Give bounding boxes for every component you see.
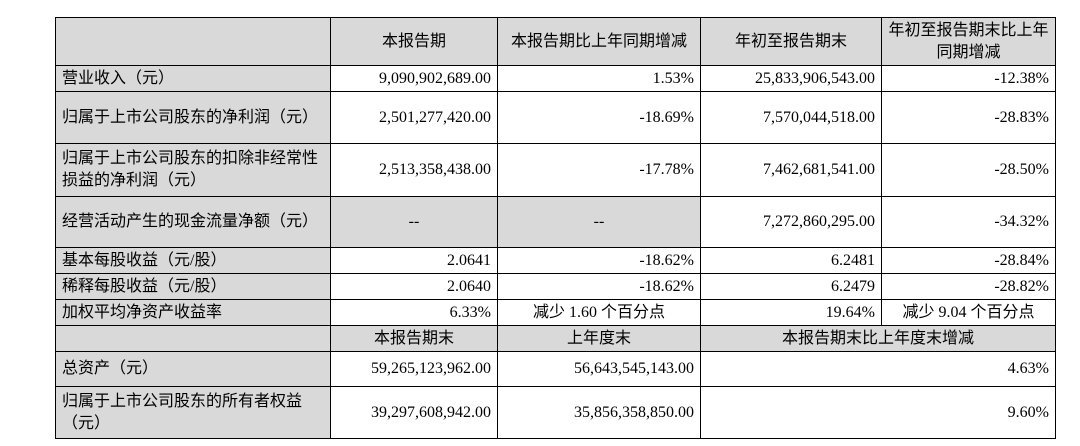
table-row-operating-cash-flow: 经营活动产生的现金流量净额（元） -- -- 7,272,860,295.00 … xyxy=(55,196,1056,248)
cell-current-value: -- xyxy=(330,196,498,248)
row-label: 总资产（元） xyxy=(55,351,331,387)
cell-current-value: 2,513,358,438.00 xyxy=(330,143,498,197)
row-label: 营业收入（元） xyxy=(55,65,331,92)
row-label: 加权平均净资产收益率 xyxy=(55,299,331,326)
cell-current-change: -18.62% xyxy=(497,247,701,274)
header-cell-prior-year-end: 上年度末 xyxy=(497,325,701,352)
header-cell-current-vs-prior-year: 本报告期比上年同期增减 xyxy=(497,17,701,66)
cell-ytd-value: 6.2481 xyxy=(700,247,882,274)
row-label: 归属于上市公司股东的所有者权益（元） xyxy=(55,386,331,439)
cell-period-end-value: 39,297,608,942.00 xyxy=(330,386,498,439)
cell-period-end-value: 59,265,123,962.00 xyxy=(330,351,498,387)
row-label: 稀释每股收益（元/股） xyxy=(55,273,331,300)
header-cell-ytd-vs-prior-year: 年初至报告期末比上年同期增减 xyxy=(881,17,1056,66)
cell-current-value: 9,090,902,689.00 xyxy=(330,65,498,92)
row-label: 基本每股收益（元/股） xyxy=(55,247,331,274)
cell-ytd-change: -34.32% xyxy=(881,196,1056,248)
cell-current-change: -17.78% xyxy=(497,143,701,197)
cell-ytd-change: -28.84% xyxy=(881,247,1056,274)
cell-ytd-value: 7,570,044,518.00 xyxy=(700,91,882,144)
cell-current-change: -18.69% xyxy=(497,91,701,144)
row-label: 归属于上市公司股东的净利润（元） xyxy=(55,91,331,144)
table-row-net-profit: 归属于上市公司股东的净利润（元） 2,501,277,420.00 -18.69… xyxy=(55,91,1056,144)
header-cell-empty xyxy=(55,17,331,66)
header-cell-period-end: 本报告期末 xyxy=(330,325,498,352)
cell-ytd-change: -28.50% xyxy=(881,143,1056,197)
cell-ytd-change: 减少 9.04 个百分点 xyxy=(881,299,1056,326)
cell-change-value: 4.63% xyxy=(700,351,1056,387)
cell-current-value: 2.0641 xyxy=(330,247,498,274)
table-row-total-assets: 总资产（元） 59,265,123,962.00 56,643,545,143.… xyxy=(55,351,1056,387)
table-row-operating-revenue: 营业收入（元） 9,090,902,689.00 1.53% 25,833,90… xyxy=(55,65,1056,92)
header-cell-year-to-date: 年初至报告期末 xyxy=(700,17,882,66)
table-row-owners-equity: 归属于上市公司股东的所有者权益（元） 39,297,608,942.00 35,… xyxy=(55,386,1056,439)
cell-prior-year-end-value: 35,856,358,850.00 xyxy=(497,386,701,439)
cell-ytd-change: -12.38% xyxy=(881,65,1056,92)
cell-current-value: 2.0640 xyxy=(330,273,498,300)
table-row-net-profit-excl-nonrecurring: 归属于上市公司股东的扣除非经常性损益的净利润（元） 2,513,358,438.… xyxy=(55,143,1056,197)
cell-current-change: -- xyxy=(497,196,701,248)
cell-current-change: 减少 1.60 个百分点 xyxy=(497,299,701,326)
header-cell-empty xyxy=(55,325,331,352)
table-row-basic-eps: 基本每股收益（元/股） 2.0641 -18.62% 6.2481 -28.84… xyxy=(55,247,1056,274)
cell-ytd-value: 7,462,681,541.00 xyxy=(700,143,882,197)
header-cell-end-vs-prior-year-end: 本报告期末比上年度末增减 xyxy=(700,325,1056,352)
cell-prior-year-end-value: 56,643,545,143.00 xyxy=(497,351,701,387)
header-cell-current-period: 本报告期 xyxy=(330,17,498,66)
cell-current-value: 6.33% xyxy=(330,299,498,326)
table-row-weighted-avg-roe: 加权平均净资产收益率 6.33% 减少 1.60 个百分点 19.64% 减少 … xyxy=(55,299,1056,326)
cell-ytd-value: 6.2479 xyxy=(700,273,882,300)
row-label: 经营活动产生的现金流量净额（元） xyxy=(55,196,331,248)
cell-change-value: 9.60% xyxy=(700,386,1056,439)
cell-ytd-value: 19.64% xyxy=(700,299,882,326)
cell-current-value: 2,501,277,420.00 xyxy=(330,91,498,144)
cell-ytd-value: 25,833,906,543.00 xyxy=(700,65,882,92)
cell-current-change: -18.62% xyxy=(497,273,701,300)
cell-ytd-change: -28.83% xyxy=(881,91,1056,144)
header-row-period: 本报告期 本报告期比上年同期增减 年初至报告期末 年初至报告期末比上年同期增减 xyxy=(55,17,1056,66)
row-label: 归属于上市公司股东的扣除非经常性损益的净利润（元） xyxy=(55,143,331,197)
cell-current-change: 1.53% xyxy=(497,65,701,92)
financial-summary-table: 本报告期 本报告期比上年同期增减 年初至报告期末 年初至报告期末比上年同期增减 … xyxy=(55,17,1056,439)
table-row-diluted-eps: 稀释每股收益（元/股） 2.0640 -18.62% 6.2479 -28.82… xyxy=(55,273,1056,300)
cell-ytd-change: -28.82% xyxy=(881,273,1056,300)
cell-ytd-value: 7,272,860,295.00 xyxy=(700,196,882,248)
header-row-yearend: 本报告期末 上年度末 本报告期末比上年度末增减 xyxy=(55,325,1056,352)
